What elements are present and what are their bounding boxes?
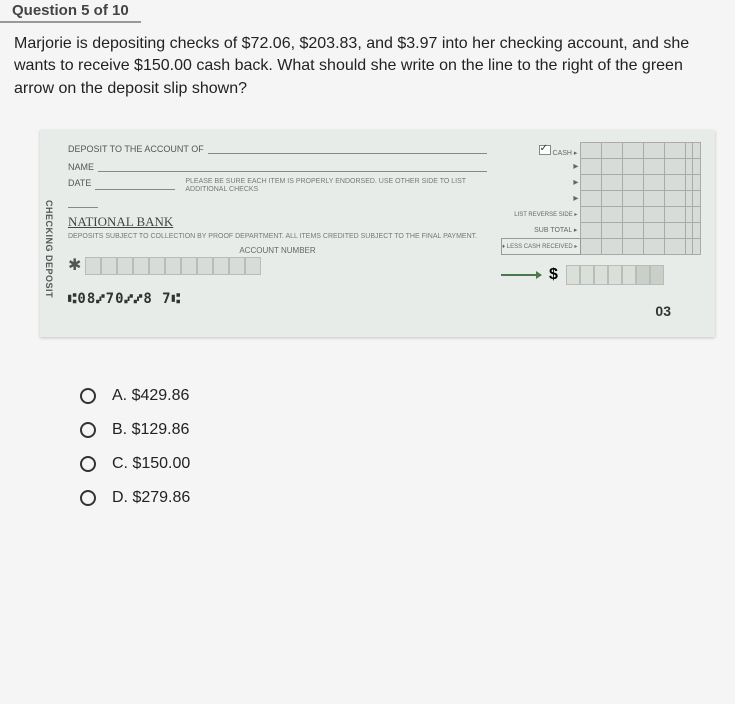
answer-b-text: B. $129.86 xyxy=(112,421,189,439)
cash-label: CASH ▸ xyxy=(553,150,578,157)
net-deposit-row: $ xyxy=(501,265,701,285)
row-arrow: ▸ xyxy=(502,191,581,207)
micr-line: ⑆08⑇70⑇⑇8 7⑆ xyxy=(68,291,487,307)
answer-c[interactable]: C. $150.00 xyxy=(80,455,735,473)
bottom-code: 03 xyxy=(501,303,701,319)
question-text: Marjorie is depositing checks of $72.06,… xyxy=(0,23,735,120)
endorsement-notice: PLEASE BE SURE EACH ITEM IS PROPERLY END… xyxy=(179,178,487,193)
less-cash-label: ♦ LESS CASH RECEIVED ▸ xyxy=(502,239,581,255)
account-number-boxes xyxy=(85,257,261,275)
radio-icon[interactable] xyxy=(80,490,96,506)
date-label: DATE xyxy=(68,178,91,188)
radio-icon[interactable] xyxy=(80,456,96,472)
slip-right-section: CASH ▸ ▸ ▸ ▸ LIST REVERSE SIDE ▸ xyxy=(501,142,701,319)
vertical-label: CHECKING DEPOSIT xyxy=(44,200,54,298)
answer-d-text: D. $279.86 xyxy=(112,489,190,507)
bank-name: NATIONAL BANK xyxy=(68,214,487,230)
slip-left-section: DEPOSIT TO THE ACCOUNT OF NAME DATE PLEA… xyxy=(68,142,487,319)
green-arrow-icon xyxy=(501,274,541,276)
answer-c-text: C. $150.00 xyxy=(112,455,190,473)
row-arrow: ▸ xyxy=(502,175,581,191)
answer-a[interactable]: A. $429.86 xyxy=(80,387,735,405)
amount-grid: CASH ▸ ▸ ▸ ▸ LIST REVERSE SIDE ▸ xyxy=(501,142,701,255)
name-label: NAME xyxy=(68,162,94,172)
subtotal-label: SUB TOTAL ▸ xyxy=(502,223,581,239)
deposit-slip: CHECKING DEPOSIT DEPOSIT TO THE ACCOUNT … xyxy=(40,130,715,337)
answer-a-text: A. $429.86 xyxy=(112,387,189,405)
answer-choices: A. $429.86 B. $129.86 C. $150.00 D. $279… xyxy=(0,357,735,507)
dollar-sign: $ xyxy=(549,266,558,284)
account-number-label: ACCOUNT NUMBER xyxy=(68,246,487,255)
list-reverse-label: LIST REVERSE SIDE ▸ xyxy=(502,207,581,223)
answer-d[interactable]: D. $279.86 xyxy=(80,489,735,507)
deposit-to-label: DEPOSIT TO THE ACCOUNT OF xyxy=(68,144,204,154)
deposits-disclaimer: DEPOSITS SUBJECT TO COLLECTION BY PROOF … xyxy=(68,233,487,241)
radio-icon[interactable] xyxy=(80,388,96,404)
answer-b[interactable]: B. $129.86 xyxy=(80,421,735,439)
dollar-amount-boxes xyxy=(566,265,664,285)
asterisk-icon: ✱ xyxy=(68,255,81,275)
cash-checkbox-icon xyxy=(539,145,551,155)
radio-icon[interactable] xyxy=(80,422,96,438)
question-number: Question 5 of 10 xyxy=(0,0,141,23)
row-arrow: ▸ xyxy=(502,159,581,175)
